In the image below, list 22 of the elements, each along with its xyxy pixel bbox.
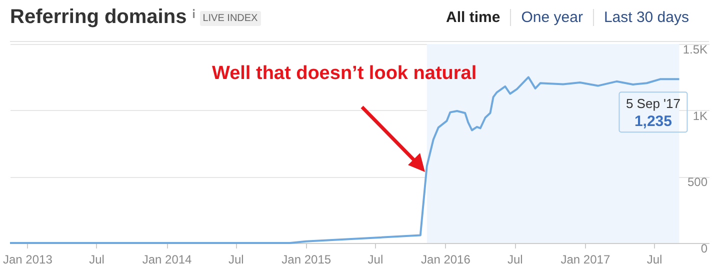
y-tick-label: 1.5K [682,42,708,56]
y-tick-label: 1K [692,108,708,123]
y-tick-label: 0 [700,242,708,256]
text: One year [510,9,593,26]
x-tick-label: Jan 2015 [282,252,332,266]
x-tick-label: Jan 2016 [421,252,471,266]
y-tick-label: 500 [687,175,708,190]
x-tick-label: Jan 2013 [2,252,53,266]
annotation: 5 Sep '17 [626,96,680,112]
x-tick-label: Jul [89,252,104,266]
x-tick-label: Jan 2017 [560,252,610,266]
x-tick-label: Jan 2014 [142,252,192,266]
annotation: 1,235 [634,113,672,130]
x-tick-label: Jul [228,252,244,266]
x-tick-label: Jul [368,252,384,266]
text: All time [445,9,502,26]
text: Last 30 days [592,9,699,26]
annotation: Well that doesn’t look natural [212,63,477,85]
x-tick-label: Jul [646,252,662,266]
chart-title: Referring domains [10,6,187,29]
text: LIVE INDEX [200,11,261,26]
x-tick-label: Jul [508,252,523,266]
